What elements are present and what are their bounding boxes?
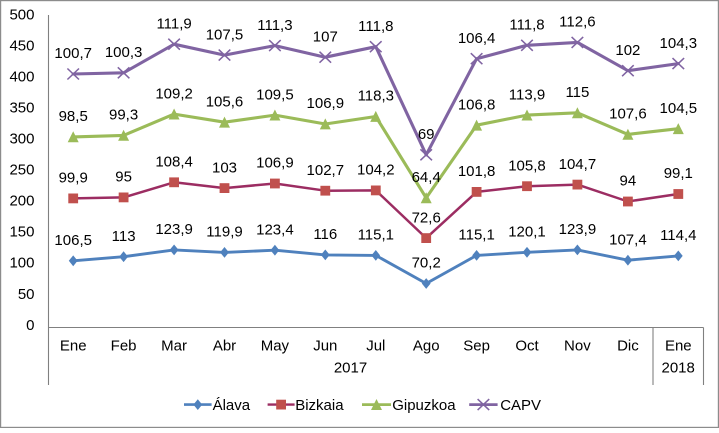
svg-text:Feb: Feb [111,338,137,355]
svg-text:Jun: Jun [313,338,337,355]
svg-text:106,4: 106,4 [458,30,496,47]
svg-text:111,9: 111,9 [156,15,191,32]
svg-text:Jul: Jul [366,338,385,355]
svg-text:Mar: Mar [161,338,187,355]
svg-text:100,7: 100,7 [54,45,92,62]
svg-text:99,9: 99,9 [59,170,88,187]
svg-text:Oct: Oct [515,338,539,355]
svg-text:Gipuzkoa: Gipuzkoa [392,397,456,414]
svg-text:105,6: 105,6 [206,93,244,110]
svg-text:107,6: 107,6 [609,106,647,123]
svg-text:72,6: 72,6 [412,209,441,226]
svg-text:104,5: 104,5 [660,100,698,117]
svg-text:115,1: 115,1 [458,227,494,244]
svg-text:112,6: 112,6 [559,14,595,31]
svg-text:500: 500 [9,6,34,23]
svg-text:102,7: 102,7 [307,162,345,179]
svg-text:Nov: Nov [564,338,591,355]
svg-text:Álava: Álava [213,397,251,414]
svg-text:104,2: 104,2 [357,162,395,179]
svg-text:50: 50 [18,286,35,303]
svg-text:120,1: 120,1 [508,224,546,241]
svg-text:May: May [261,338,290,355]
svg-text:106,8: 106,8 [458,96,496,113]
svg-text:98,5: 98,5 [59,108,88,125]
svg-text:Dic: Dic [617,338,639,355]
svg-text:2018: 2018 [662,360,695,377]
svg-text:123,4: 123,4 [256,221,294,238]
svg-text:109,2: 109,2 [155,85,193,102]
svg-text:200: 200 [9,193,34,210]
svg-text:107: 107 [313,28,338,45]
svg-text:107,5: 107,5 [206,26,244,43]
svg-text:102: 102 [615,42,640,59]
svg-text:2017: 2017 [334,360,367,377]
svg-text:107,4: 107,4 [609,231,647,248]
svg-text:111,8: 111,8 [509,17,544,34]
svg-text:64,4: 64,4 [412,169,441,186]
svg-text:116: 116 [313,226,337,243]
svg-text:Bizkaia: Bizkaia [295,397,344,414]
svg-text:100,3: 100,3 [105,44,143,61]
svg-text:300: 300 [9,131,34,148]
svg-text:450: 450 [9,37,34,54]
svg-text:104,7: 104,7 [559,156,597,173]
svg-text:106,5: 106,5 [54,232,92,249]
svg-text:100: 100 [9,255,34,272]
svg-text:109,5: 109,5 [256,86,294,103]
svg-text:113,9: 113,9 [509,86,545,103]
svg-text:Ene: Ene [665,338,692,355]
svg-text:Abr: Abr [213,338,236,355]
svg-text:123,9: 123,9 [155,221,193,238]
svg-text:101,8: 101,8 [458,163,496,180]
svg-text:350: 350 [9,100,34,117]
svg-text:Sep: Sep [463,338,490,355]
svg-text:118,3: 118,3 [358,88,394,105]
svg-text:115: 115 [565,84,589,101]
svg-text:119,9: 119,9 [206,224,242,241]
svg-text:Ago: Ago [413,338,440,355]
svg-text:114,4: 114,4 [660,227,696,244]
svg-text:Ene: Ene [60,338,87,355]
svg-text:95: 95 [115,169,132,186]
svg-text:113: 113 [112,228,136,245]
svg-text:99,1: 99,1 [664,165,693,182]
svg-text:400: 400 [9,68,34,85]
svg-text:104,3: 104,3 [660,35,698,52]
svg-text:69: 69 [418,126,435,143]
svg-text:94: 94 [620,173,637,190]
svg-text:123,9: 123,9 [559,221,597,238]
svg-text:105,8: 105,8 [508,157,546,174]
svg-text:150: 150 [9,224,34,241]
svg-text:CAPV: CAPV [500,397,541,414]
svg-text:99,3: 99,3 [109,107,138,124]
svg-text:103: 103 [212,159,237,176]
svg-text:115,1: 115,1 [358,227,394,244]
svg-text:111,3: 111,3 [257,17,292,34]
svg-text:70,2: 70,2 [412,255,441,272]
svg-text:111,8: 111,8 [358,18,393,35]
svg-text:0: 0 [26,317,34,334]
svg-text:106,9: 106,9 [256,155,294,172]
svg-text:106,9: 106,9 [307,95,345,112]
svg-text:108,4: 108,4 [155,154,193,171]
svg-text:250: 250 [9,162,34,179]
